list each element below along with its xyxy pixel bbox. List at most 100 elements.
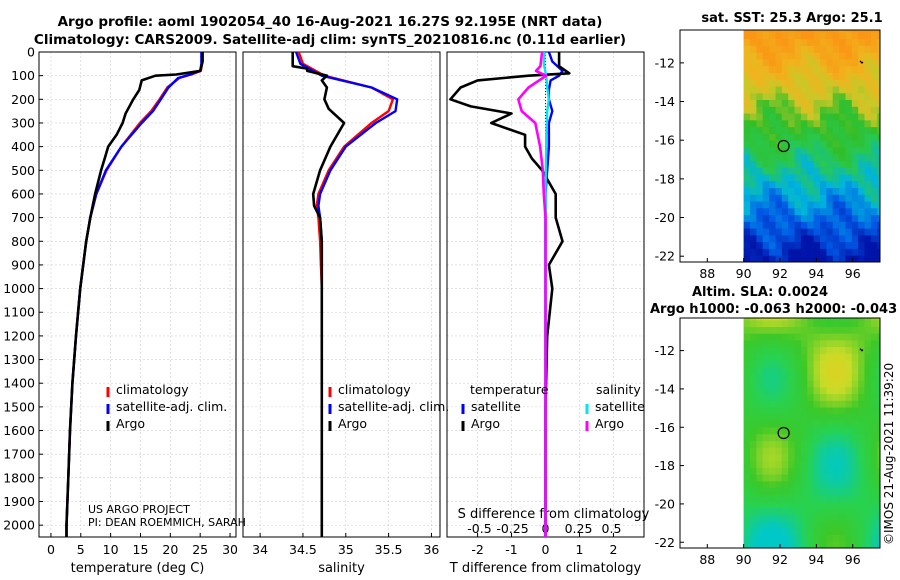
map-x-tick-label: 94 bbox=[808, 552, 824, 567]
map-x-tick-label: 88 bbox=[699, 266, 715, 281]
island-marker bbox=[859, 60, 864, 64]
legend-label: Argo bbox=[338, 416, 367, 431]
top-tick-label: -0.5 bbox=[467, 521, 491, 536]
y-tick-label: 600 bbox=[11, 186, 35, 201]
map-y-tick-label: -14 bbox=[655, 381, 675, 396]
y-tick-label: 1300 bbox=[3, 352, 35, 367]
y-tick-label: 300 bbox=[11, 115, 35, 130]
map-y-tick-label: -12 bbox=[655, 343, 675, 358]
legend-label: satellite-adj. clim. bbox=[338, 399, 449, 414]
x-tick-label: 0 bbox=[542, 542, 550, 557]
map-y-tick-label: -22 bbox=[655, 249, 675, 264]
argo-float-marker bbox=[777, 426, 790, 440]
y-tick-label: 500 bbox=[11, 163, 35, 178]
difference-profile-panel: -2 -1 0 1 2 T difference from climatology S di… bbox=[446, 51, 650, 576]
y-tick-label: 1800 bbox=[3, 470, 35, 485]
map-x-tick-label: 96 bbox=[845, 552, 861, 567]
salinity-series-argo bbox=[291, 52, 346, 537]
x-tick-label: 35.5 bbox=[375, 542, 403, 557]
difference-series-s-argo bbox=[516, 51, 548, 537]
sla-heatmap-cells bbox=[743, 318, 881, 549]
legend-label: satellite-adj. clim. bbox=[116, 399, 227, 414]
legend-header-salinity: salinity bbox=[596, 382, 641, 397]
x-tick-label: 2 bbox=[609, 542, 617, 557]
temperature-series-climatology bbox=[65, 52, 204, 537]
imos-credit: ©IMOS 21-Aug-2021 11:39:20 bbox=[882, 363, 896, 545]
argo-float-marker bbox=[777, 139, 790, 153]
legend-label: Argo bbox=[471, 416, 500, 431]
x-tick-label: 1 bbox=[575, 542, 583, 557]
map-x-tick-label: 90 bbox=[736, 266, 752, 281]
figure-title-line2: Climatology: CARS2009. Satellite-adj cli… bbox=[33, 32, 627, 48]
top-tick-label: -0.25 bbox=[496, 521, 528, 536]
map-y-tick-label: -20 bbox=[655, 210, 675, 225]
x-tick-label: 34 bbox=[252, 542, 268, 557]
map-y-tick-label: -18 bbox=[655, 458, 675, 473]
map-y-tick-label: -20 bbox=[655, 496, 675, 511]
map-y-tick-label: -18 bbox=[655, 171, 675, 186]
island-marker bbox=[859, 348, 864, 352]
salinity-profile-panel: 34 34.5 35 35.5 36 salinity climatology satelli… bbox=[242, 51, 449, 576]
y-tick-label: 0 bbox=[27, 45, 35, 60]
y-tick-label: 100 bbox=[11, 68, 35, 83]
y-tick-label: 800 bbox=[11, 234, 35, 249]
y-tick-label: 1500 bbox=[3, 399, 35, 414]
temperature-x-axis-label: temperature (deg C) bbox=[71, 561, 205, 576]
map-y-tick-label: -14 bbox=[655, 94, 675, 109]
y-tick-label: 1100 bbox=[3, 305, 35, 320]
difference-series-t-satellite bbox=[544, 51, 564, 537]
legend-label: satellite bbox=[595, 399, 645, 414]
sla-map-title-line: Argo h1000: -0.063 h2000: -0.043 bbox=[650, 302, 897, 317]
sst-map-panel: 88 90 92 94 96 -12 -14 -16 -18 -20 -22 sat. SST: 25… bbox=[655, 11, 883, 281]
temperature-series-satellite-adj-clim- bbox=[65, 52, 203, 537]
temperature-axes-box bbox=[38, 51, 237, 538]
x-tick-label: 35 bbox=[338, 542, 354, 557]
map-x-tick-label: 88 bbox=[699, 552, 715, 567]
y-tick-label: 1600 bbox=[3, 423, 35, 438]
map-y-tick-label: -16 bbox=[655, 133, 675, 148]
legend-label: satellite bbox=[471, 399, 521, 414]
sla-map-title-line: Altim. SLA: 0.0024 bbox=[692, 285, 828, 300]
map-x-tick-label: 96 bbox=[845, 266, 861, 281]
sla-map-panel: 88 90 92 94 96 -12 -14 -16 -18 -20 -22 Altim. SLA: … bbox=[650, 285, 897, 567]
salinity-axes-box bbox=[242, 51, 441, 538]
map-y-tick-label: -12 bbox=[655, 55, 675, 70]
x-tick-label: 25 bbox=[192, 542, 208, 557]
figure-title-line1: Argo profile: aoml 1902054_40 16-Aug-202… bbox=[57, 14, 603, 30]
legend-label: climatology bbox=[338, 382, 411, 397]
y-tick-label: 1200 bbox=[3, 328, 35, 343]
top-tick-label: 0.5 bbox=[602, 521, 622, 536]
y-tick-label: 1400 bbox=[3, 376, 35, 391]
temperature-profile-panel: 0 5 10 15 20 25 300100200300400500600700800900… bbox=[3, 45, 238, 577]
x-tick-label: 34.5 bbox=[289, 542, 317, 557]
y-tick-label: 400 bbox=[11, 139, 35, 154]
difference-x-axis-label: T difference from climatology bbox=[449, 561, 642, 576]
top-axis-label: S difference from climatology bbox=[458, 507, 650, 522]
project-note-line1: US ARGO PROJECT bbox=[88, 503, 190, 516]
map-y-tick-label: -22 bbox=[655, 535, 675, 550]
y-tick-label: 1900 bbox=[3, 494, 35, 509]
top-tick-label: 0.25 bbox=[565, 521, 593, 536]
x-tick-label: -1 bbox=[505, 542, 517, 557]
x-tick-label: -2 bbox=[471, 542, 483, 557]
project-note-line2: PI: DEAN ROEMMICH, SARAH bbox=[88, 516, 246, 529]
y-tick-label: 200 bbox=[11, 92, 35, 107]
legend-header-temperature: temperature bbox=[470, 382, 549, 397]
legend-label: Argo bbox=[595, 416, 624, 431]
y-tick-label: 700 bbox=[11, 210, 35, 225]
x-tick-label: 5 bbox=[77, 542, 85, 557]
map-x-tick-label: 90 bbox=[736, 552, 752, 567]
map-x-tick-label: 92 bbox=[772, 266, 788, 281]
x-tick-label: 15 bbox=[133, 542, 149, 557]
legend-label: Argo bbox=[116, 416, 145, 431]
y-tick-label: 2000 bbox=[3, 518, 35, 533]
salinity-x-axis-label: salinity bbox=[318, 561, 365, 576]
x-tick-label: 36 bbox=[423, 542, 439, 557]
y-tick-label: 900 bbox=[11, 257, 35, 272]
map-x-tick-label: 94 bbox=[808, 266, 824, 281]
temperature-series-argo bbox=[65, 52, 204, 537]
map-y-tick-label: -16 bbox=[655, 420, 675, 435]
y-tick-label: 1700 bbox=[3, 447, 35, 462]
salinity-series-satellite-adj-clim- bbox=[294, 51, 399, 537]
